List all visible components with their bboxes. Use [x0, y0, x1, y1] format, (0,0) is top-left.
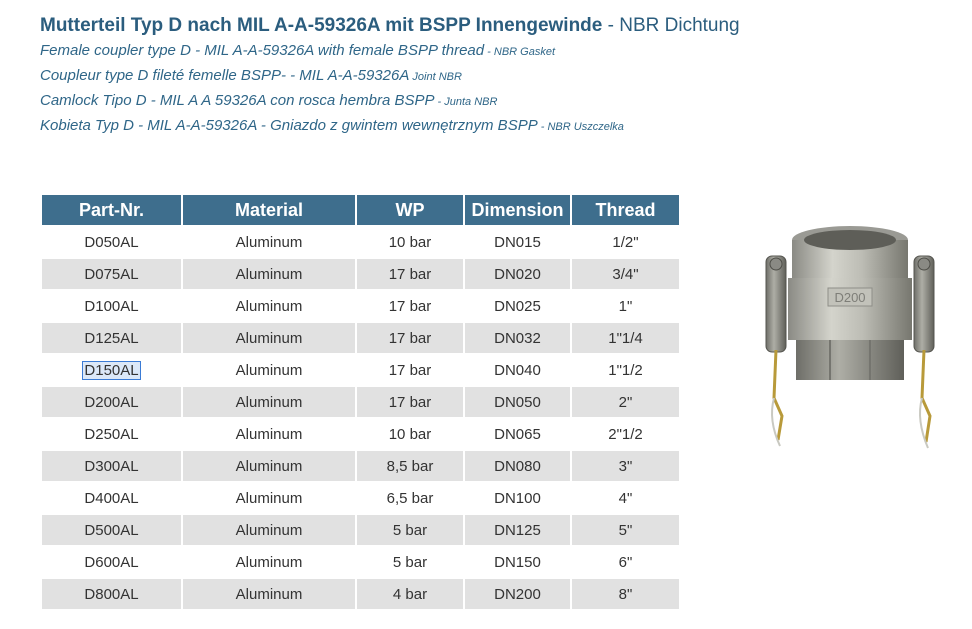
- table-row: D050AL Aluminum 10 bar DN015 1/2": [42, 227, 679, 257]
- cell-part-nr[interactable]: D050AL: [84, 233, 139, 251]
- cell-part-nr[interactable]: D100AL: [84, 297, 139, 315]
- cell-thread: 6": [618, 553, 633, 571]
- subtitle-english: Female coupler type D - MIL A-A-59326A w…: [40, 39, 940, 64]
- cell-part-nr[interactable]: D150AL: [42, 355, 181, 385]
- cell-wp: 17 bar: [357, 323, 463, 353]
- cell-wp: 17 bar: [357, 259, 463, 289]
- cell-part-nr[interactable]: D800AL: [42, 579, 181, 609]
- cell-material: Aluminum: [183, 323, 355, 353]
- cell-wp: 10 bar: [388, 425, 432, 443]
- cell-thread: 1"1/2: [608, 361, 643, 379]
- subtitle-small: - NBR Uszczelka: [537, 121, 624, 133]
- cell-wp: 6,5 bar: [386, 489, 434, 507]
- subtitle-main: Female coupler type D - MIL A-A-59326A w…: [40, 42, 485, 59]
- cell-thread: 3/4": [572, 259, 679, 289]
- cell-thread: 2"1/2: [608, 425, 643, 443]
- cell-wp: 5 bar: [392, 553, 428, 571]
- cell-wp: 8,5 bar: [357, 451, 463, 481]
- cell-thread: 1"1/4: [572, 323, 679, 353]
- cell-dimension: DN100: [494, 489, 541, 507]
- cell-material: Aluminum: [183, 515, 355, 545]
- column-header-dimension: Dimension: [465, 195, 570, 225]
- subtitle-small: - NBR Gasket: [484, 46, 556, 58]
- cell-part-nr[interactable]: D400AL: [84, 489, 139, 507]
- subtitle-small: - Junta NBR: [434, 96, 498, 108]
- cell-wp: 17 bar: [388, 297, 432, 315]
- cell-wp: 17 bar: [388, 361, 432, 379]
- column-header-thread: Thread: [572, 195, 679, 225]
- table-row: D400AL Aluminum 6,5 bar DN100 4": [42, 483, 679, 513]
- selected-text[interactable]: D150AL: [82, 360, 141, 380]
- table-row: D150AL Aluminum 17 bar DN040 1"1/2: [42, 355, 679, 385]
- cell-thread: 8": [572, 579, 679, 609]
- subtitle-spanish: Camlock Tipo D - MIL A A 59326A con rosc…: [40, 89, 940, 114]
- table-row: D200AL Aluminum 17 bar DN050 2": [42, 387, 679, 417]
- cell-material: Aluminum: [235, 233, 303, 251]
- coupler-product-image: D200: [765, 226, 935, 449]
- cell-part-nr[interactable]: D600AL: [84, 553, 139, 571]
- table-row: D125AL Aluminum 17 bar DN032 1"1/4: [42, 323, 679, 353]
- cell-wp: 17 bar: [357, 387, 463, 417]
- cell-dimension: DN065: [494, 425, 541, 443]
- parts-table: Part-Nr. Material WP Dimension Thread D0…: [40, 193, 681, 611]
- cell-dimension: DN200: [465, 579, 570, 609]
- cell-part-nr[interactable]: D250AL: [84, 425, 139, 443]
- table-row: D100AL Aluminum 17 bar DN025 1": [42, 291, 679, 321]
- cell-material: Aluminum: [183, 451, 355, 481]
- subtitle-french: Coupleur type D fileté femelle BSPP- - M…: [40, 64, 940, 89]
- cell-material: Aluminum: [235, 297, 303, 315]
- cell-dimension: DN125: [465, 515, 570, 545]
- subtitle-small: Joint NBR: [409, 71, 462, 83]
- cell-thread: 3": [572, 451, 679, 481]
- table-row: D300AL Aluminum 8,5 bar DN080 3": [42, 451, 679, 481]
- cell-thread: 1": [618, 297, 633, 315]
- cell-part-nr[interactable]: D300AL: [42, 451, 181, 481]
- subtitle-polish: Kobieta Typ D - MIL A-A-59326A - Gniazdo…: [40, 114, 940, 139]
- table-row: D800AL Aluminum 4 bar DN200 8": [42, 579, 679, 609]
- table-header-row: Part-Nr. Material WP Dimension Thread: [42, 195, 679, 225]
- subtitle-main: Coupleur type D fileté femelle BSPP- - M…: [40, 67, 410, 84]
- cell-thread: 4": [618, 489, 633, 507]
- cell-material: Aluminum: [183, 579, 355, 609]
- subtitle-main: Camlock Tipo D - MIL A A 59326A con rosc…: [40, 92, 435, 109]
- headings-block: Mutterteil Typ D nach MIL A-A-59326A mit…: [40, 13, 940, 139]
- column-header-part-nr: Part-Nr.: [42, 195, 181, 225]
- cell-wp: 5 bar: [357, 515, 463, 545]
- cell-dimension: DN032: [465, 323, 570, 353]
- cell-dimension: DN040: [494, 361, 541, 379]
- cell-thread: 5": [572, 515, 679, 545]
- table-row: D500AL Aluminum 5 bar DN125 5": [42, 515, 679, 545]
- cell-part-nr[interactable]: D125AL: [42, 323, 181, 353]
- subtitle-main: Kobieta Typ D - MIL A-A-59326A - Gniazdo…: [40, 117, 538, 134]
- cell-wp: 4 bar: [357, 579, 463, 609]
- column-header-wp: WP: [357, 195, 463, 225]
- title-suffix: - NBR Dichtung: [602, 15, 740, 36]
- cell-wp: 10 bar: [388, 233, 432, 251]
- cell-material: Aluminum: [235, 425, 303, 443]
- cell-material: Aluminum: [183, 259, 355, 289]
- cell-material: Aluminum: [235, 361, 303, 379]
- cell-thread: 1/2": [612, 233, 639, 251]
- cell-dimension: DN080: [465, 451, 570, 481]
- casting-mark-text: D200: [834, 290, 865, 305]
- cell-material: Aluminum: [235, 489, 303, 507]
- table-row: D600AL Aluminum 5 bar DN150 6": [42, 547, 679, 577]
- cell-dimension: DN025: [494, 297, 541, 315]
- cell-material: Aluminum: [183, 387, 355, 417]
- cell-part-nr[interactable]: D200AL: [42, 387, 181, 417]
- cell-thread: 2": [572, 387, 679, 417]
- cell-dimension: DN050: [465, 387, 570, 417]
- cell-part-nr[interactable]: D500AL: [42, 515, 181, 545]
- cell-dimension: DN020: [465, 259, 570, 289]
- cell-part-nr[interactable]: D075AL: [42, 259, 181, 289]
- cell-dimension: DN150: [494, 553, 541, 571]
- title-main: Mutterteil Typ D nach MIL A-A-59326A mit…: [40, 15, 603, 36]
- cell-material: Aluminum: [235, 553, 303, 571]
- table-row: D250AL Aluminum 10 bar DN065 2"1/2: [42, 419, 679, 449]
- table-row: D075AL Aluminum 17 bar DN020 3/4": [42, 259, 679, 289]
- page-title: Mutterteil Typ D nach MIL A-A-59326A mit…: [40, 13, 940, 39]
- cell-dimension: DN015: [494, 233, 541, 251]
- column-header-material: Material: [183, 195, 355, 225]
